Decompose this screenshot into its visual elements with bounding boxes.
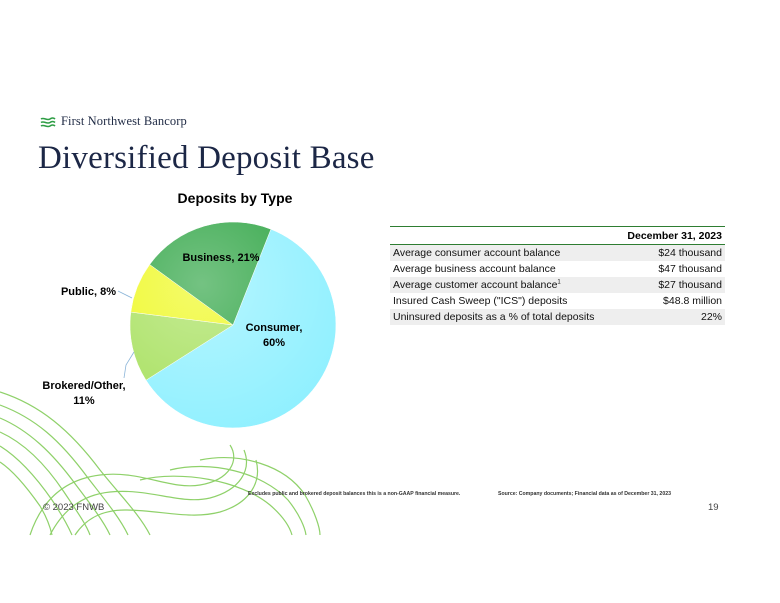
footnote-marker: 1 bbox=[557, 279, 561, 286]
table-row: Average customer account balance1 $27 th… bbox=[390, 277, 725, 293]
deposit-metrics-table: December 31, 2023 Average consumer accou… bbox=[390, 226, 725, 325]
row-value: $24 thousand bbox=[615, 244, 725, 261]
wave-logo-icon bbox=[40, 116, 56, 127]
row-value: $48.8 million bbox=[663, 295, 722, 307]
row-value: 22% bbox=[615, 309, 725, 325]
data-label-public: Public, 8% bbox=[61, 286, 116, 298]
leader-line-brokered bbox=[123, 351, 135, 379]
data-label-business: Business, 21% bbox=[182, 252, 259, 264]
logo-text: First Northwest Bancorp bbox=[61, 114, 187, 128]
footnote-non-gaap: Excludes public and brokered deposit bal… bbox=[248, 491, 461, 497]
footnote-source: Source: Company documents; Financial dat… bbox=[498, 491, 671, 497]
row-value: $27 thousand bbox=[615, 277, 725, 293]
page-title: Diversified Deposit Base bbox=[38, 140, 375, 176]
deposit-metrics-table-container: December 31, 2023 Average consumer accou… bbox=[390, 226, 725, 325]
table-row: Uninsured deposits as a % of total depos… bbox=[390, 309, 725, 325]
row-label: Insured Cash Sweep ("ICS") deposits bbox=[393, 295, 568, 307]
row-label: Uninsured deposits as a % of total depos… bbox=[390, 309, 616, 325]
copyright: © 2023 FNWB bbox=[43, 502, 105, 513]
data-label-brokered-pct: 11% bbox=[73, 395, 95, 407]
table-header-spacer bbox=[390, 226, 616, 245]
pie-sheen bbox=[130, 222, 336, 428]
table-header-date: December 31, 2023 bbox=[615, 226, 725, 245]
row-label-cell: Average customer account balance1 bbox=[390, 277, 616, 293]
table-row: Average business account balance $47 tho… bbox=[390, 261, 725, 277]
company-logo: First Northwest Bancorp bbox=[40, 114, 187, 129]
page-number: 19 bbox=[708, 502, 719, 513]
row-label: Average customer account balance bbox=[393, 279, 558, 291]
table-header-row: December 31, 2023 bbox=[390, 226, 725, 245]
chart-title: Deposits by Type bbox=[177, 190, 293, 206]
row-value: $47 thousand bbox=[658, 263, 722, 275]
data-label-consumer: Consumer, bbox=[246, 322, 303, 334]
row-label: Average business account balance bbox=[393, 263, 556, 275]
data-label-consumer-pct: 60% bbox=[263, 337, 285, 349]
data-label-brokered: Brokered/Other, bbox=[42, 380, 125, 392]
leader-line-public bbox=[117, 290, 133, 299]
table-row: Average consumer account balance $24 tho… bbox=[390, 244, 725, 261]
row-label: Average consumer account balance bbox=[390, 244, 616, 261]
table-row: Insured Cash Sweep ("ICS") deposits $48.… bbox=[390, 293, 725, 309]
